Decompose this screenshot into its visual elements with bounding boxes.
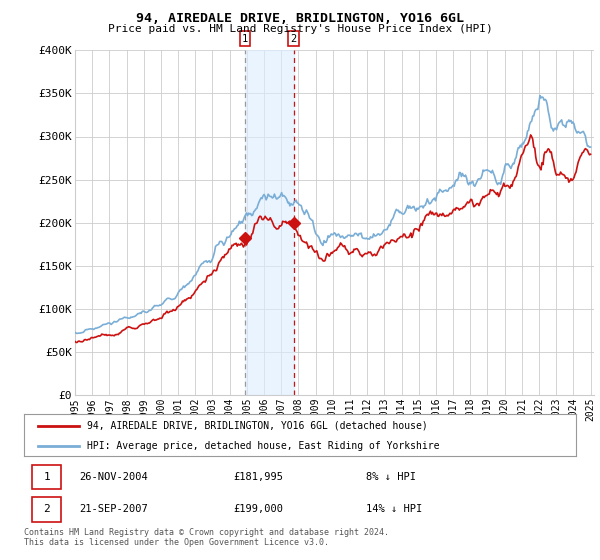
Text: 21-SEP-2007: 21-SEP-2007 — [79, 505, 148, 515]
Text: 2: 2 — [43, 505, 50, 515]
Text: 14% ↓ HPI: 14% ↓ HPI — [366, 505, 422, 515]
Text: 26-NOV-2004: 26-NOV-2004 — [79, 472, 148, 482]
Text: 94, AIREDALE DRIVE, BRIDLINGTON, YO16 6GL (detached house): 94, AIREDALE DRIVE, BRIDLINGTON, YO16 6G… — [88, 421, 428, 431]
Text: 1: 1 — [43, 472, 50, 482]
Text: HPI: Average price, detached house, East Riding of Yorkshire: HPI: Average price, detached house, East… — [88, 441, 440, 451]
Text: £199,000: £199,000 — [234, 505, 284, 515]
Text: 94, AIREDALE DRIVE, BRIDLINGTON, YO16 6GL: 94, AIREDALE DRIVE, BRIDLINGTON, YO16 6G… — [136, 12, 464, 25]
Text: 1: 1 — [242, 34, 248, 44]
Text: Price paid vs. HM Land Registry's House Price Index (HPI): Price paid vs. HM Land Registry's House … — [107, 24, 493, 34]
Text: 8% ↓ HPI: 8% ↓ HPI — [366, 472, 416, 482]
Text: £181,995: £181,995 — [234, 472, 284, 482]
FancyBboxPatch shape — [32, 465, 61, 489]
Text: Contains HM Land Registry data © Crown copyright and database right 2024.
This d: Contains HM Land Registry data © Crown c… — [24, 528, 389, 547]
Bar — [245, 50, 293, 395]
Text: 2: 2 — [290, 34, 297, 44]
FancyBboxPatch shape — [32, 497, 61, 522]
